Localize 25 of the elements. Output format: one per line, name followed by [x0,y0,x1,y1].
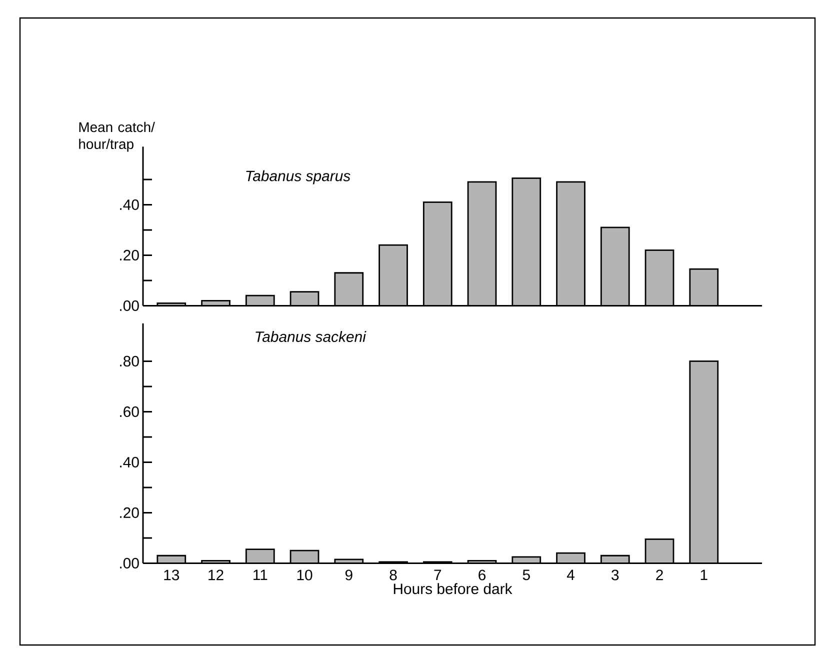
y-tick-label: .40 [120,199,139,210]
x-tick-label: 6 [478,570,486,580]
y-tick-label: .80 [120,356,139,366]
y-tick-label: .40 [120,456,139,468]
x-tick-label: 12 [208,570,224,580]
y-tick-label: .20 [120,507,139,518]
x-axis-title: Hours before dark [394,583,512,594]
x-tick-label: 4 [566,570,574,580]
x-tick-label: 10 [297,570,312,580]
y-tick-label: .00 [120,558,139,568]
x-tick-label: 9 [345,570,352,580]
y-tick-label: .60 [120,406,139,417]
x-tick-label: 3 [612,570,619,580]
x-tick-label: 13 [164,570,180,580]
x-tick-label: 7 [434,570,442,580]
y-tick-label: .20 [120,250,139,260]
x-tick-label: 2 [656,570,663,580]
text: Tabanus sparus [246,170,350,184]
x-tick-label: 1 [700,570,708,580]
y-tick-label: .00 [120,300,139,311]
y-axis-title: Mean catch/ hour/trap [79,122,155,152]
x-tick-label: 11 [254,570,268,580]
x-tick-label: 8 [390,570,397,580]
x-tick-label: 5 [522,570,530,580]
chart-title: Tabanus sackeni [256,331,366,342]
